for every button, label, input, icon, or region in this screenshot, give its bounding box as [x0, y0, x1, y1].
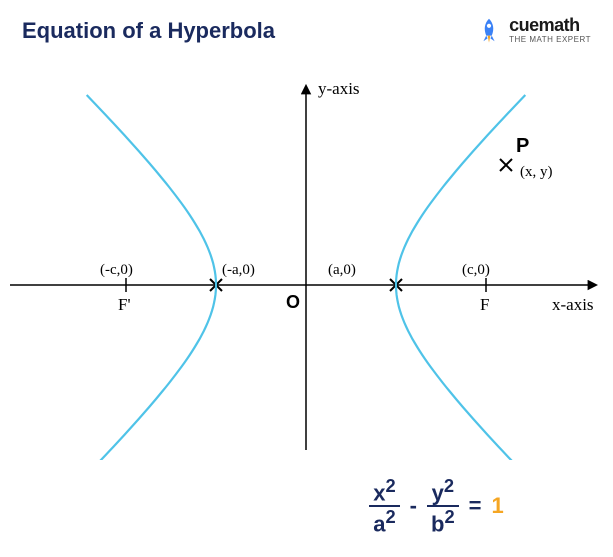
- point-p-coord: (x, y): [520, 164, 553, 180]
- focus-right-label: F: [480, 295, 489, 314]
- hyperbola-equation: x2 a2 - y2 b2 = 1: [0, 476, 613, 537]
- fraction-y2-b2: y2 b2: [427, 476, 459, 537]
- vertex-left-label: (-a,0): [222, 262, 255, 278]
- vertex-right-label: (a,0): [328, 262, 356, 278]
- hyperbola-right-branch: [396, 95, 525, 460]
- focus-left-coord: (-c,0): [100, 262, 133, 278]
- equation-rhs: 1: [492, 493, 504, 519]
- hyperbola-diagram: y-axis x-axis O (-a,0) (a,0) (-c,0) (c,0…: [0, 70, 613, 460]
- point-p-mark: [500, 159, 512, 171]
- focus-left-label: F': [118, 295, 131, 314]
- origin-label: O: [286, 292, 300, 312]
- logo-brand-text: cuemath: [509, 16, 591, 34]
- point-p-label: P: [516, 135, 529, 157]
- minus-sign: -: [410, 493, 417, 519]
- equals-sign: =: [469, 493, 482, 519]
- rocket-icon: [475, 16, 503, 44]
- focus-right-coord: (c,0): [462, 262, 490, 278]
- brand-logo: cuemath THE MATH EXPERT: [475, 16, 591, 44]
- page-title: Equation of a Hyperbola: [22, 18, 275, 44]
- fraction-x2-a2: x2 a2: [369, 476, 399, 537]
- x-axis-label: x-axis: [552, 295, 594, 314]
- logo-tagline: THE MATH EXPERT: [509, 36, 591, 44]
- y-axis-label: y-axis: [318, 79, 360, 98]
